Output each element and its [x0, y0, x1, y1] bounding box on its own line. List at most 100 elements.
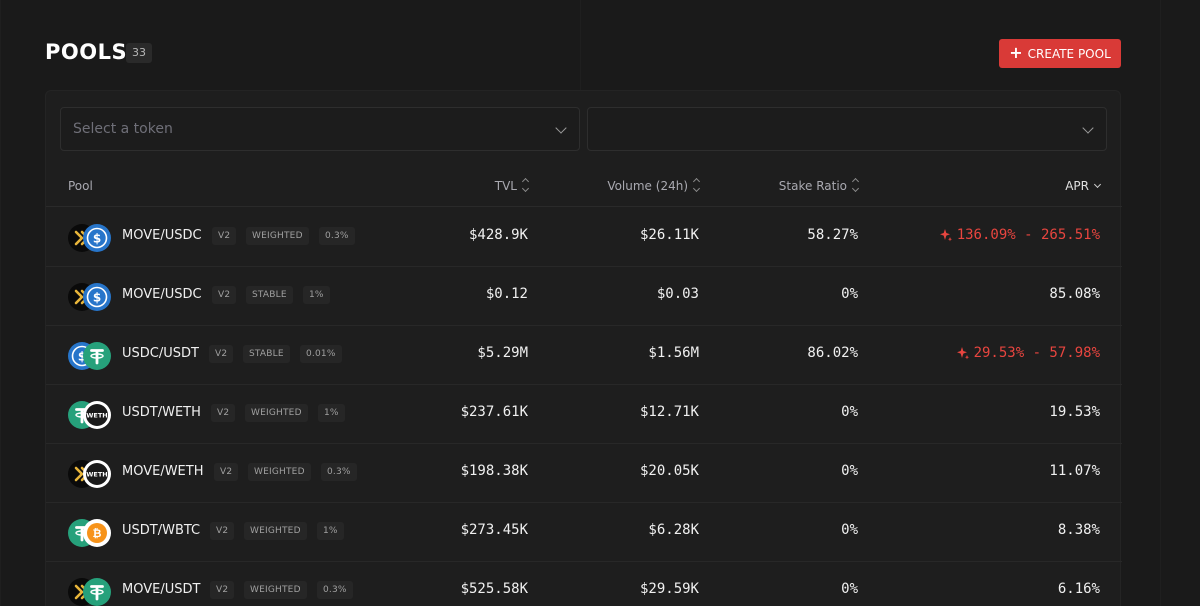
column-label: Volume (24h)	[607, 179, 688, 193]
page-header: POOLS 33 + CREATE POOL	[45, 38, 1121, 70]
column-label: Stake Ratio	[778, 179, 847, 193]
usdc-icon: $	[83, 283, 111, 311]
pool-type-tag: WEIGHTED	[245, 404, 308, 422]
pool-pair-name[interactable]: MOVE/USDT	[122, 582, 201, 597]
pool-version-tag: V2	[212, 286, 237, 304]
create-pool-label: CREATE POOL	[1027, 46, 1111, 61]
pool-row[interactable]: $ MOVE/USDC V2 STABLE 1% $0.12 $0.03 0% 85.08%	[46, 267, 1122, 326]
volume-value: $26.11K	[639, 227, 699, 243]
tvl-value: $198.38K	[460, 463, 528, 479]
tvl-value: $237.61K	[460, 404, 528, 420]
svg-text:$: $	[93, 232, 101, 246]
token-select[interactable]: Select a token	[60, 107, 580, 151]
token-pair-icons: WETH	[68, 401, 112, 429]
column-header-pool: Pool	[68, 179, 93, 193]
pool-fee-tag: 0.3%	[319, 227, 355, 245]
pool-row[interactable]: $ USDC/USDT V2 STABLE 0.01% $5.29M $1.56M 86.02…	[46, 326, 1122, 385]
pool-type-tag: STABLE	[246, 286, 293, 304]
chevron-down-icon	[555, 122, 567, 134]
tvl-value: $428.9K	[468, 227, 528, 243]
column-label: TVL	[494, 179, 517, 193]
column-header-apr[interactable]: APR	[1065, 179, 1102, 193]
wbtc-icon: ₿	[83, 519, 111, 547]
pool-version-tag: V2	[212, 227, 237, 245]
pool-pair-name[interactable]: MOVE/USDC	[122, 287, 202, 302]
apr-value[interactable]: 29.53% - 57.98%	[956, 345, 1100, 361]
plus-icon: +	[1009, 42, 1023, 62]
page-title: POOLS	[45, 40, 128, 64]
pool-type-tag: WEIGHTED	[246, 227, 309, 245]
pool-pair-name[interactable]: MOVE/WETH	[122, 464, 204, 479]
apr-value[interactable]: 136.09% - 265.51%	[939, 227, 1100, 243]
token-pair-icons	[68, 578, 112, 606]
stake-ratio-value: 0%	[841, 463, 858, 479]
pool-pair-name[interactable]: USDC/USDT	[122, 346, 199, 361]
pool-count-badge: 33	[126, 43, 152, 63]
tvl-value: $525.58K	[460, 581, 528, 597]
token-pair-icons: $	[68, 283, 112, 311]
pool-version-tag: V2	[210, 581, 235, 599]
pool-pair-name[interactable]: MOVE/USDC	[122, 228, 202, 243]
pool-fee-tag: 0.3%	[317, 581, 353, 599]
pool-version-tag: V2	[209, 345, 234, 363]
svg-text:WETH: WETH	[86, 412, 107, 420]
volume-value: $0.03	[656, 286, 699, 302]
pool-row[interactable]: MOVE/USDT V2 WEIGHTED 0.3% $525.58K $29.59K 0%…	[46, 562, 1122, 606]
pool-pair-name[interactable]: USDT/WBTC	[122, 523, 201, 538]
pool-pair-name[interactable]: USDT/WETH	[122, 405, 201, 420]
pools-panel: Select a token Pool TVL Volume (24h) Sta…	[45, 90, 1122, 606]
second-select[interactable]	[587, 107, 1107, 151]
apr-value: 8.38%	[1057, 522, 1100, 538]
table-header: Pool TVL Volume (24h) Stake Ratio APR	[46, 163, 1122, 207]
svg-text:$: $	[78, 350, 86, 364]
apr-value: 11.07%	[1049, 463, 1100, 479]
sparkle-icon	[939, 229, 952, 242]
volume-value: $20.05K	[639, 463, 699, 479]
tvl-value: $0.12	[485, 286, 528, 302]
pool-version-tag: V2	[211, 404, 236, 422]
pool-row[interactable]: WETH USDT/WETH V2 WEIGHTED 1% $237.61K $12.71K…	[46, 385, 1122, 444]
usdt-icon	[83, 578, 111, 606]
stake-ratio-value: 0%	[841, 404, 858, 420]
column-header-tvl[interactable]: TVL	[494, 177, 530, 193]
pool-fee-tag: 1%	[318, 404, 345, 422]
apr-range-text: 136.09% - 265.51%	[956, 227, 1100, 243]
svg-text:$: $	[93, 291, 101, 305]
token-select-placeholder: Select a token	[73, 121, 173, 137]
apr-value: 6.16%	[1057, 581, 1100, 597]
column-label: Pool	[68, 179, 93, 193]
column-header-stake-ratio[interactable]: Stake Ratio	[778, 177, 860, 193]
apr-value: 85.08%	[1049, 286, 1100, 302]
stake-ratio-value: 0%	[841, 286, 858, 302]
svg-text:WETH: WETH	[86, 471, 107, 479]
pool-version-tag: V2	[210, 522, 235, 540]
create-pool-button[interactable]: + CREATE POOL	[999, 39, 1121, 68]
pool-row[interactable]: WETH MOVE/WETH V2 WEIGHTED 0.3% $198.38K $20.0…	[46, 444, 1122, 503]
pool-type-tag: WEIGHTED	[248, 463, 311, 481]
column-header-volume[interactable]: Volume (24h)	[607, 177, 701, 193]
svg-text:₿: ₿	[93, 527, 102, 540]
pool-row[interactable]: ₿ USDT/WBTC V2 WEIGHTED 1% $273.45K $6.28K 0% 8.…	[46, 503, 1122, 562]
pool-type-tag: WEIGHTED	[244, 522, 307, 540]
volume-value: $12.71K	[639, 404, 699, 420]
pool-fee-tag: 0.01%	[300, 345, 342, 363]
chevron-down-icon	[1082, 122, 1094, 134]
pool-fee-tag: 1%	[303, 286, 330, 304]
apr-range-text: 29.53% - 57.98%	[973, 345, 1100, 361]
sort-icon	[692, 177, 701, 193]
volume-value: $1.56M	[648, 345, 699, 361]
sort-icon	[521, 177, 530, 193]
volume-value: $6.28K	[648, 522, 699, 538]
usdt-icon	[83, 342, 111, 370]
pool-row[interactable]: $ MOVE/USDC V2 WEIGHTED 0.3% $428.9K $26.11K 58…	[46, 208, 1122, 267]
token-pair-icons: $	[68, 342, 112, 370]
weth-icon: WETH	[83, 460, 111, 488]
sort-desc-icon	[1093, 180, 1102, 189]
token-pair-icons: ₿	[68, 519, 112, 547]
stake-ratio-value: 0%	[841, 581, 858, 597]
tvl-value: $5.29M	[477, 345, 528, 361]
pool-fee-tag: 0.3%	[321, 463, 357, 481]
sort-icon	[851, 177, 860, 193]
stake-ratio-value: 86.02%	[807, 345, 858, 361]
